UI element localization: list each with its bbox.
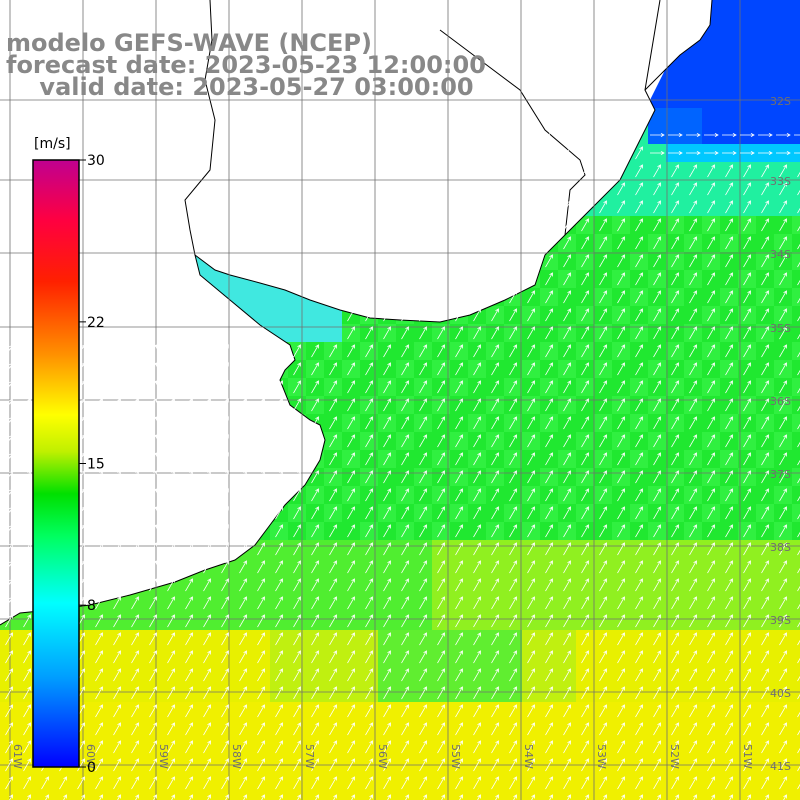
longitude-label: 57W <box>303 744 316 769</box>
colorbar-tick-label: 0 <box>87 760 96 776</box>
latitude-label: 33S <box>770 175 791 188</box>
colorbar-tick-label: 15 <box>87 457 105 473</box>
longitude-label: 61W <box>11 744 24 769</box>
longitude-label: 58W <box>230 744 243 769</box>
longitude-label: 55W <box>449 744 462 769</box>
longitude-label: 54W <box>522 744 535 769</box>
latitude-label: 35S <box>770 322 791 335</box>
latitude-label: 41S <box>770 760 791 773</box>
colorbar-gradient <box>33 160 79 767</box>
latitude-label: 40S <box>770 687 791 700</box>
latitude-label: 36S <box>770 395 791 408</box>
longitude-label: 52W <box>668 744 681 769</box>
colorbar-tick-label: 22 <box>87 315 105 331</box>
longitude-label: 59W <box>157 744 170 769</box>
longitude-label: 56W <box>376 744 389 769</box>
latitude-label: 39S <box>770 614 791 627</box>
longitude-label: 51W <box>741 744 754 769</box>
latitude-label: 37S <box>770 468 791 481</box>
latitude-label: 34S <box>770 248 791 261</box>
latitude-label: 38S <box>770 541 791 554</box>
title-line-3: valid date: 2023-05-27 03:00:00 <box>6 75 474 99</box>
colorbar-tick-label: 30 <box>87 153 105 169</box>
colorbar-unit-label: [m/s] <box>34 136 71 152</box>
longitude-label: 53W <box>595 744 608 769</box>
colorbar-tick-label: 8 <box>87 598 96 614</box>
latitude-label: 32S <box>770 95 791 108</box>
